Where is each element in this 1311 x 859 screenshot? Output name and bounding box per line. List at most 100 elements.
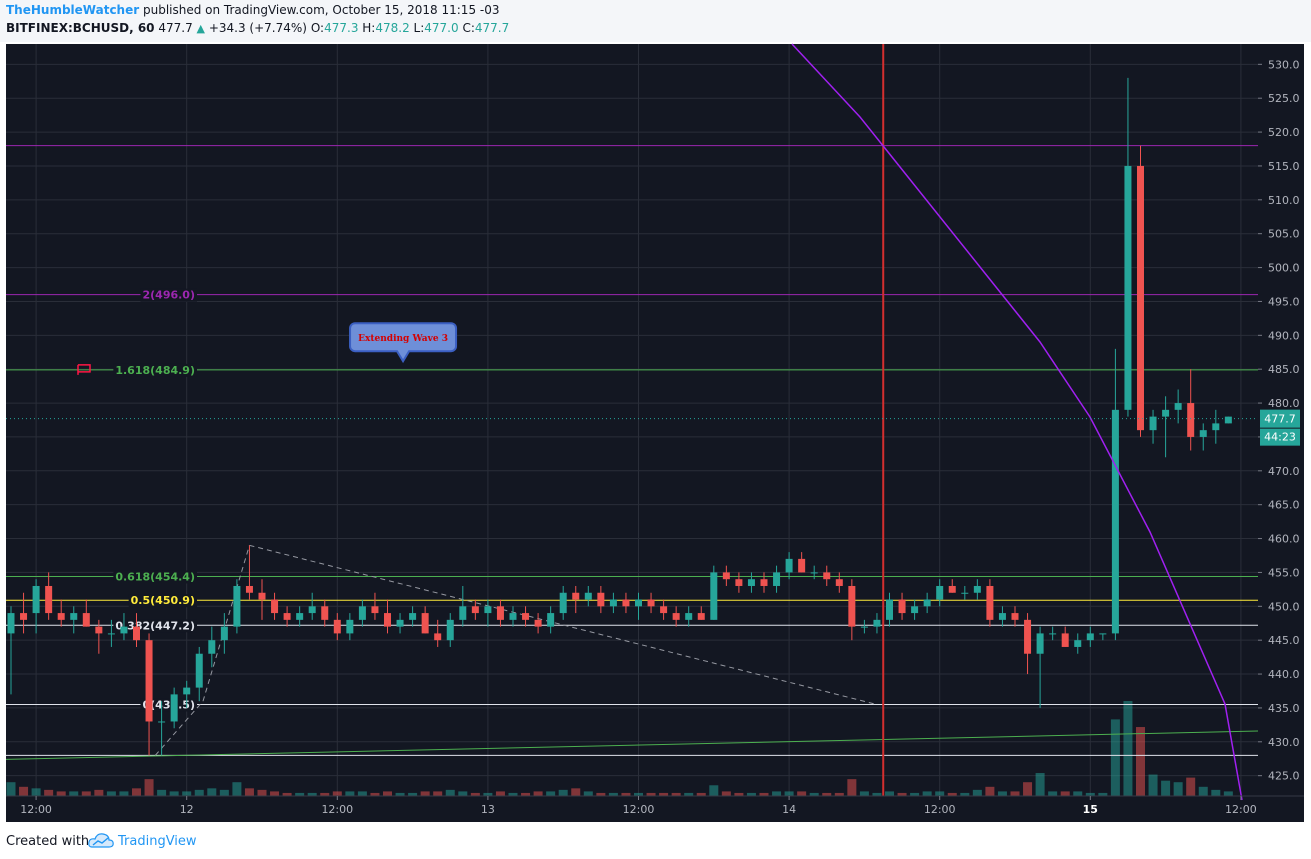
volume-bar xyxy=(370,792,380,796)
fib-label-background xyxy=(140,698,197,712)
volume-bar xyxy=(257,789,267,796)
y-tick-label: 480.0 xyxy=(1268,397,1300,410)
volume-bar xyxy=(659,792,669,796)
volume-bar xyxy=(31,788,41,796)
candle-body xyxy=(170,694,178,722)
candle-body xyxy=(911,606,919,614)
candle-body xyxy=(7,613,15,634)
volume-bar xyxy=(621,792,631,796)
callout-bubble[interactable] xyxy=(349,322,458,364)
candle-body xyxy=(120,626,128,634)
arc-curve[interactable] xyxy=(791,43,1243,801)
flag-icon[interactable] xyxy=(78,364,91,373)
candle-body xyxy=(183,687,191,695)
volume-bar xyxy=(847,779,857,796)
price-chart[interactable]: 2(496.0) 1.618(484.9) 0.618(454.4) 0.5(450.… xyxy=(0,42,1311,822)
volume-bar xyxy=(1161,780,1171,796)
candle-body xyxy=(95,626,103,634)
candle-body xyxy=(898,599,906,614)
candle-body xyxy=(936,585,944,600)
volume-bar xyxy=(822,792,832,796)
candle-body xyxy=(1224,416,1232,424)
candle-body xyxy=(346,619,354,634)
volume-bar xyxy=(1073,791,1083,796)
candle-body xyxy=(333,619,341,634)
fib-level-label: 1.618(484.9) xyxy=(115,364,195,377)
publish-line: TheHumbleWatcher published on TradingVie… xyxy=(6,3,500,17)
volume-bar xyxy=(420,791,430,796)
volume-bar xyxy=(458,791,468,796)
candle-body xyxy=(1149,416,1157,431)
volume-bar xyxy=(596,792,606,796)
low-value: 477.0 xyxy=(424,21,459,35)
volume-bar xyxy=(383,791,392,796)
volume-bar xyxy=(81,791,91,796)
open-value: 477.3 xyxy=(324,21,359,35)
candle-body xyxy=(584,592,592,600)
volume-bar xyxy=(985,786,995,796)
volume-bar xyxy=(872,792,882,796)
close-value: 477.7 xyxy=(474,21,510,35)
volume-bar xyxy=(1186,777,1196,796)
volume-bar xyxy=(997,791,1007,796)
y-tick-label: 435.0 xyxy=(1268,702,1300,715)
volume-bar xyxy=(910,792,920,796)
volume-bar xyxy=(634,792,643,796)
fib-level-label: 0.618(454.4) xyxy=(115,570,195,583)
volume-bar xyxy=(834,792,844,796)
fib-level-label: 0(435.5) xyxy=(142,699,195,712)
candle-body xyxy=(1036,633,1044,654)
candle-body xyxy=(672,613,680,620)
candle-body xyxy=(509,613,517,620)
volume-bar xyxy=(182,791,192,796)
candle-body xyxy=(421,613,429,634)
candle-body xyxy=(409,613,417,620)
candle-body xyxy=(773,572,781,586)
volume-bar xyxy=(44,789,54,796)
candle-body xyxy=(258,592,266,600)
author-link[interactable]: TheHumbleWatcher xyxy=(6,3,140,17)
low-label: L: xyxy=(413,21,425,35)
candle-body xyxy=(446,619,454,641)
volume-bar xyxy=(1085,792,1095,796)
volume-bar xyxy=(759,792,769,796)
volume-bar xyxy=(320,792,330,796)
volume-bar xyxy=(734,792,744,796)
y-tick-label: 440.0 xyxy=(1268,668,1300,681)
fib-anchor-line[interactable] xyxy=(202,545,250,702)
candle-body xyxy=(484,606,492,614)
volume-bar xyxy=(495,791,505,796)
candle-body xyxy=(1187,403,1195,437)
candle-body xyxy=(848,585,856,627)
candle-body xyxy=(20,613,28,620)
candle-body xyxy=(798,558,806,573)
volume-bar xyxy=(721,791,731,796)
fib-level-label: 2(496.0) xyxy=(142,289,195,302)
volume-bar xyxy=(784,791,794,796)
volume-bar xyxy=(571,788,581,796)
volume-bar xyxy=(94,789,104,796)
candle-body xyxy=(973,585,981,593)
volume-bar xyxy=(671,792,681,796)
candle-body xyxy=(308,606,316,614)
y-tick-label: 525.0 xyxy=(1268,92,1300,105)
volume-bar xyxy=(646,792,656,796)
volume-bar xyxy=(307,792,317,796)
candle-body xyxy=(810,572,818,574)
y-tick-label: 455.0 xyxy=(1268,566,1300,579)
trend-line[interactable] xyxy=(5,730,1259,760)
volume-bar xyxy=(395,792,405,796)
fib-anchor-line[interactable] xyxy=(154,700,204,756)
y-tick-label: 470.0 xyxy=(1268,465,1300,478)
candle-body xyxy=(396,619,404,627)
last-price: 477.7 xyxy=(158,21,193,35)
tradingview-cloud-icon xyxy=(88,833,114,848)
tradingview-brand[interactable]: TradingView xyxy=(118,834,197,849)
volume-bar xyxy=(533,791,543,796)
candle-body xyxy=(735,579,743,586)
candle-body xyxy=(145,640,153,722)
x-tick-label: 12:00 xyxy=(321,803,353,816)
candle-body xyxy=(961,592,969,594)
volume-bar xyxy=(746,792,756,796)
candle-body xyxy=(82,613,90,627)
